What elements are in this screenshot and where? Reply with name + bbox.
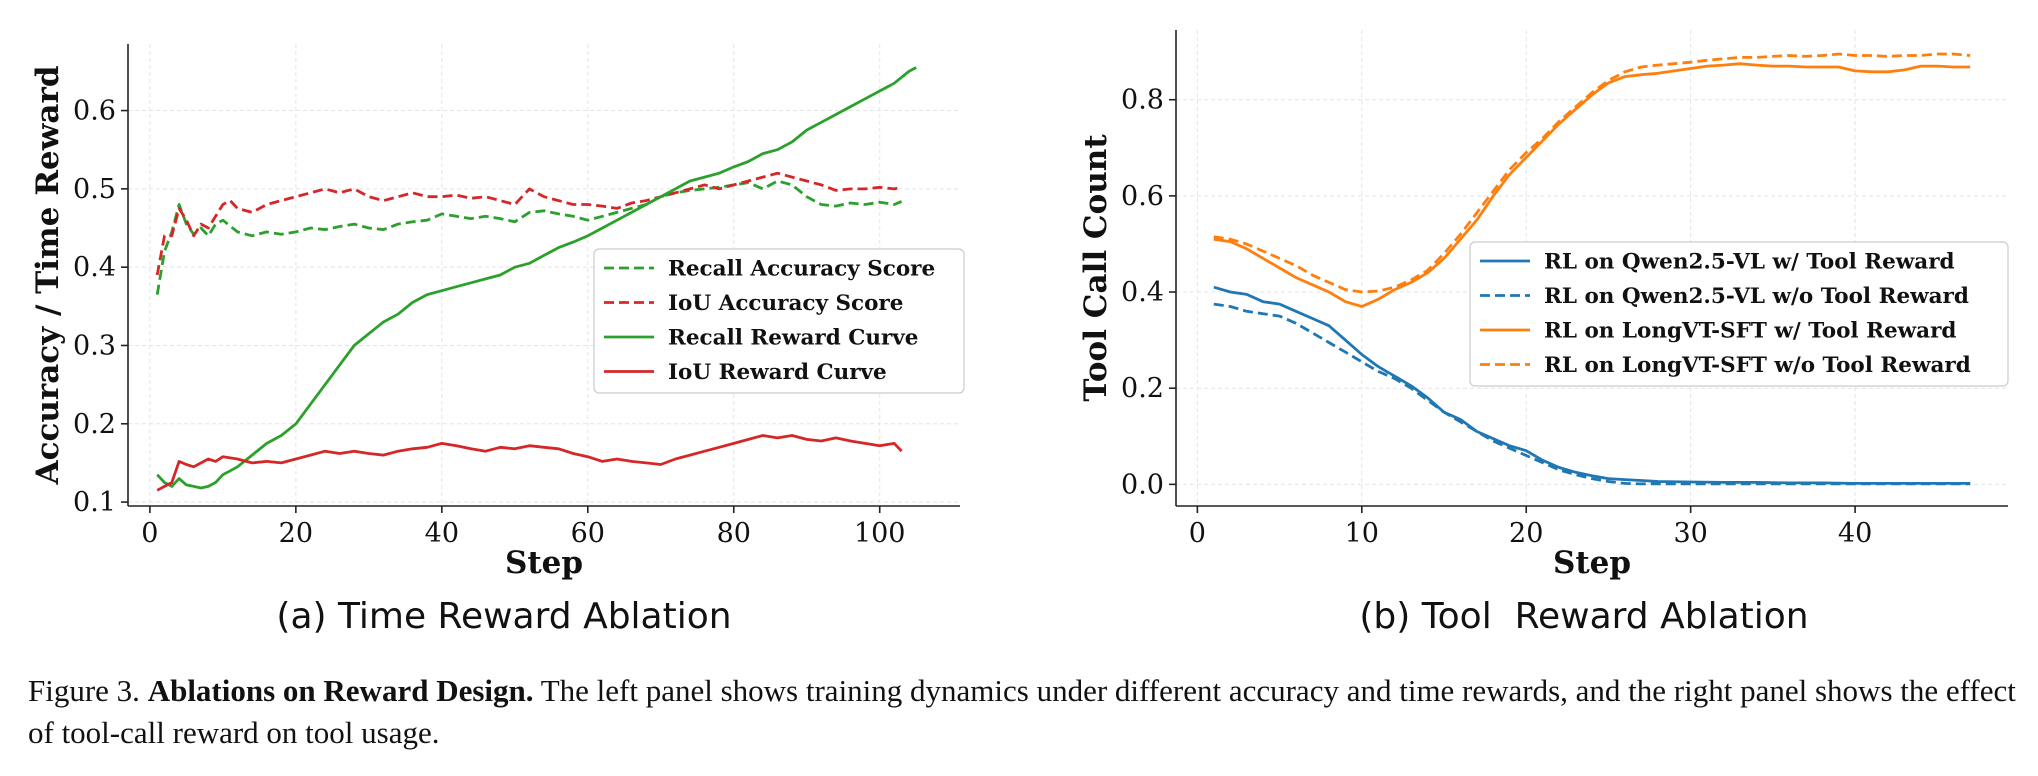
panel-b-x-axis-label: Step bbox=[1553, 545, 1631, 581]
panel-a-y-tick-label-2: 0.3 bbox=[73, 330, 116, 361]
caption-text: The left panel shows training dynamics u… bbox=[28, 673, 2016, 750]
panel-a-x-tick-label-3: 60 bbox=[571, 518, 605, 549]
panel-a-y-axis-label: Accuracy / Time Reward bbox=[30, 66, 66, 486]
panel-b-legend-box bbox=[1469, 241, 2009, 387]
panel-b-y-tick-label-2: 0.4 bbox=[1121, 277, 1164, 308]
panel-a-series-line-1 bbox=[155, 171, 902, 276]
panel-b-x-tick-label-3: 30 bbox=[1673, 518, 1707, 549]
panel-a-series-line-3 bbox=[156, 434, 903, 492]
panel-b-series-line-2 bbox=[1213, 62, 1971, 308]
panel-b: 0 10 20 30 40 0.0 0.2 0.4 0.6 0.8 Step Tool Call … bbox=[1078, 30, 2009, 637]
panel-b-x-tick-label-4: 40 bbox=[1838, 518, 1872, 549]
panel-b-legend-label-0: RL on Qwen2.5-VL w/ Tool Reward bbox=[1544, 250, 1955, 275]
panel-b-subtitle: (b) Tool Reward Ablation bbox=[1359, 596, 1808, 637]
figure-caption: Figure 3. Ablations on Reward Design. Th… bbox=[28, 670, 2018, 754]
panel-b-y-axis-label: Tool Call Count bbox=[1078, 134, 1114, 402]
panel-a-y-tick-label-3: 0.4 bbox=[73, 252, 116, 283]
panel-b-series-line-0 bbox=[1213, 285, 1971, 485]
panel-b-x-tick-label-0: 0 bbox=[1189, 518, 1206, 549]
panel-b-series-line-3 bbox=[1213, 52, 1971, 294]
panel-b-legend: RL on Qwen2.5-VL w/ Tool Reward RL on Qwe… bbox=[1469, 241, 2009, 387]
panel-a-legend-label-2: Recall Reward Curve bbox=[668, 326, 918, 351]
panel-b-y-tick-label-0: 0.0 bbox=[1121, 469, 1164, 500]
panel-a-legend-label-0: Recall Accuracy Score bbox=[668, 257, 935, 282]
panel-b-y-tick-label-4: 0.8 bbox=[1121, 85, 1164, 116]
panel-a-y-tick-label-5: 0.6 bbox=[73, 96, 116, 127]
caption-bold-title: Ablations on Reward Design. bbox=[147, 673, 534, 708]
panel-a-x-tick-label-2: 40 bbox=[425, 518, 459, 549]
panel-a-y-tick-label-0: 0.1 bbox=[73, 487, 116, 518]
panel-b-legend-label-1: RL on Qwen2.5-VL w/o Tool Reward bbox=[1544, 284, 1969, 309]
panel-b-y-tick-label-3: 0.6 bbox=[1121, 181, 1164, 212]
panel-a-series-line-0 bbox=[155, 179, 903, 295]
panel-b-legend-label-3: RL on LongVT-SFT w/o Tool Reward bbox=[1544, 353, 1971, 378]
panel-a-y-tick-label-1: 0.2 bbox=[73, 409, 116, 440]
panel-a-legend: Recall Accuracy Score IoU Accuracy Score R… bbox=[593, 248, 965, 394]
panel-a-y-tick-label-4: 0.5 bbox=[73, 174, 116, 205]
panel-a-legend-label-3: IoU Reward Curve bbox=[668, 360, 887, 385]
panel-b-legend-label-2: RL on LongVT-SFT w/ Tool Reward bbox=[1544, 319, 1956, 344]
panel-a-series-line-2 bbox=[156, 66, 917, 490]
panel-a-x-tick-label-4: 80 bbox=[717, 518, 751, 549]
panel-a-subtitle: (a) Time Reward Ablation bbox=[276, 596, 731, 637]
panel-a: 0 20 40 60 80 100 0.1 0.2 0.3 0.4 0.5 0.6 Step Accu… bbox=[30, 44, 965, 637]
panel-a-legend-label-1: IoU Accuracy Score bbox=[668, 291, 903, 316]
panel-b-y-tick-label-1: 0.2 bbox=[1121, 373, 1164, 404]
panel-b-x-tick-label-2: 20 bbox=[1509, 518, 1543, 549]
panel-a-x-tick-label-1: 20 bbox=[279, 518, 313, 549]
panel-a-x-tick-label-5: 100 bbox=[854, 518, 906, 549]
panel-a-x-tick-label-0: 0 bbox=[141, 518, 158, 549]
panel-a-x-axis-label: Step bbox=[505, 545, 583, 581]
panel-b-series-line-1 bbox=[1213, 302, 1971, 486]
caption-label: Figure 3. bbox=[28, 673, 140, 708]
panel-a-legend-box bbox=[593, 248, 965, 394]
panel-b-x-tick-label-1: 10 bbox=[1345, 518, 1379, 549]
